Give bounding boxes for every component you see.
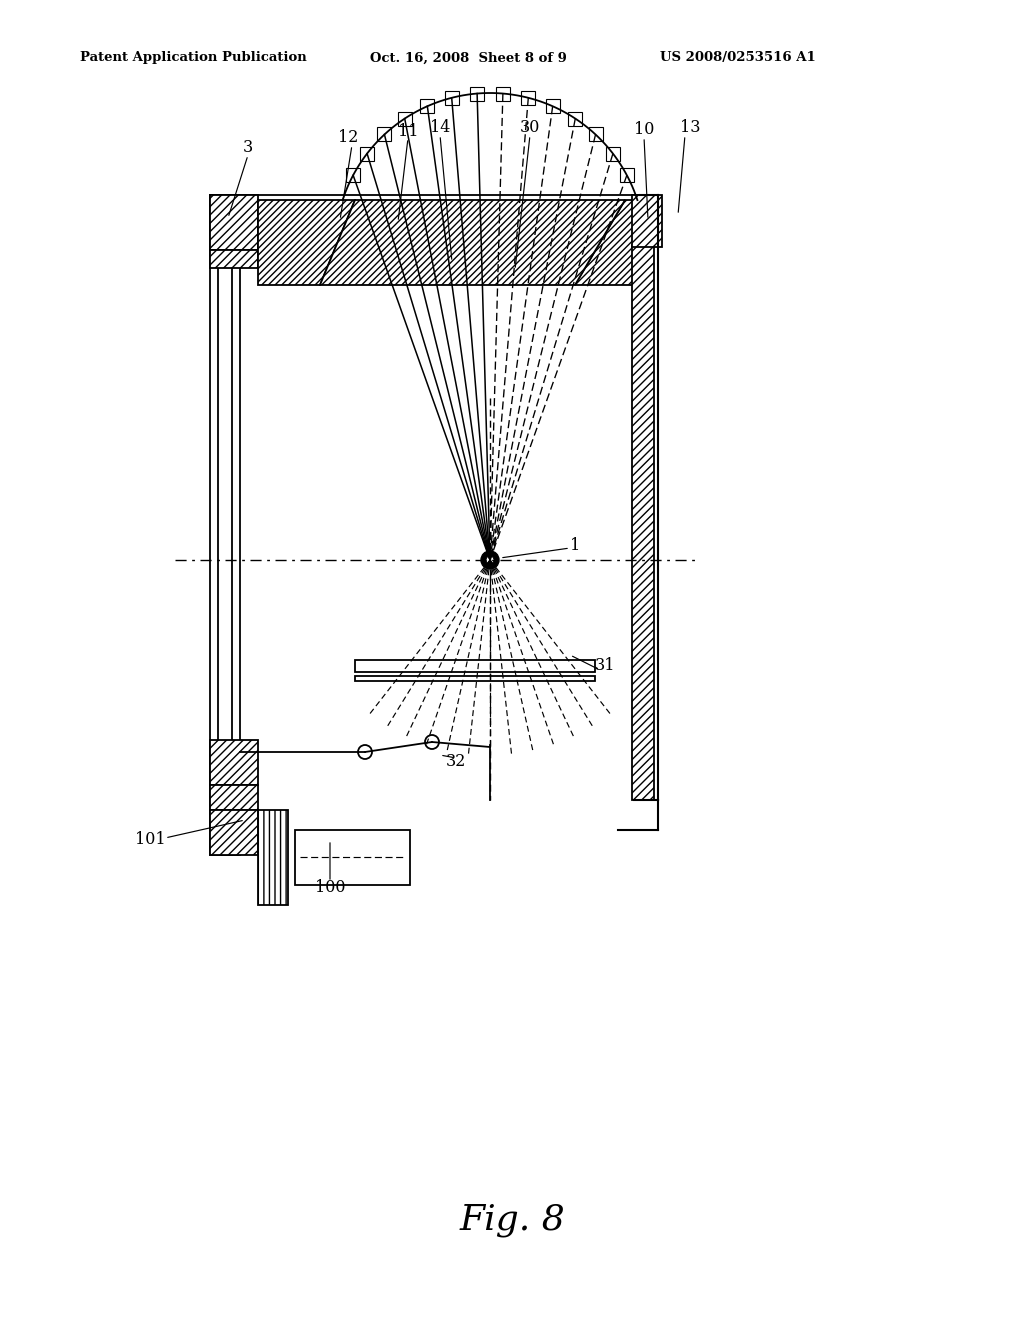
Polygon shape <box>258 201 355 285</box>
Bar <box>620 168 634 182</box>
Text: 1: 1 <box>570 536 581 553</box>
Text: Oct. 16, 2008  Sheet 8 of 9: Oct. 16, 2008 Sheet 8 of 9 <box>370 51 567 65</box>
Bar <box>470 87 484 100</box>
Text: 13: 13 <box>680 120 700 136</box>
Text: 30: 30 <box>520 120 541 136</box>
Text: Patent Application Publication: Patent Application Publication <box>80 51 307 65</box>
Bar <box>521 91 536 104</box>
Circle shape <box>358 744 372 759</box>
Circle shape <box>425 735 439 748</box>
Bar <box>210 810 258 855</box>
Bar <box>210 195 240 855</box>
Bar <box>397 112 412 125</box>
Bar <box>606 147 620 161</box>
Bar <box>632 195 662 247</box>
Bar <box>210 195 258 249</box>
Text: 32: 32 <box>445 754 466 771</box>
Bar <box>420 99 434 114</box>
Text: 101: 101 <box>135 832 165 849</box>
Text: US 2008/0253516 A1: US 2008/0253516 A1 <box>660 51 816 65</box>
Bar <box>546 99 560 114</box>
Bar <box>210 249 258 268</box>
Circle shape <box>486 556 494 564</box>
Text: 11: 11 <box>397 124 418 140</box>
Bar <box>589 128 602 141</box>
Text: 100: 100 <box>314 879 345 896</box>
Polygon shape <box>319 201 625 285</box>
Bar <box>360 147 374 161</box>
Bar <box>378 128 391 141</box>
Bar <box>210 785 258 810</box>
Text: 10: 10 <box>634 121 654 139</box>
Text: 31: 31 <box>595 656 615 673</box>
Text: Fig. 8: Fig. 8 <box>459 1203 565 1237</box>
Circle shape <box>481 550 499 569</box>
Bar <box>568 112 583 125</box>
Text: 14: 14 <box>430 120 451 136</box>
Bar <box>218 195 232 855</box>
Bar <box>295 830 410 884</box>
Bar <box>496 87 510 100</box>
Bar <box>346 168 360 182</box>
Bar <box>355 676 595 681</box>
Polygon shape <box>575 201 640 285</box>
Bar <box>210 195 640 235</box>
Bar <box>632 246 654 800</box>
Bar <box>210 741 258 785</box>
Bar <box>258 810 288 906</box>
Bar <box>444 91 459 104</box>
Text: 12: 12 <box>338 129 358 147</box>
Text: 3: 3 <box>243 140 253 157</box>
Bar <box>355 660 595 672</box>
